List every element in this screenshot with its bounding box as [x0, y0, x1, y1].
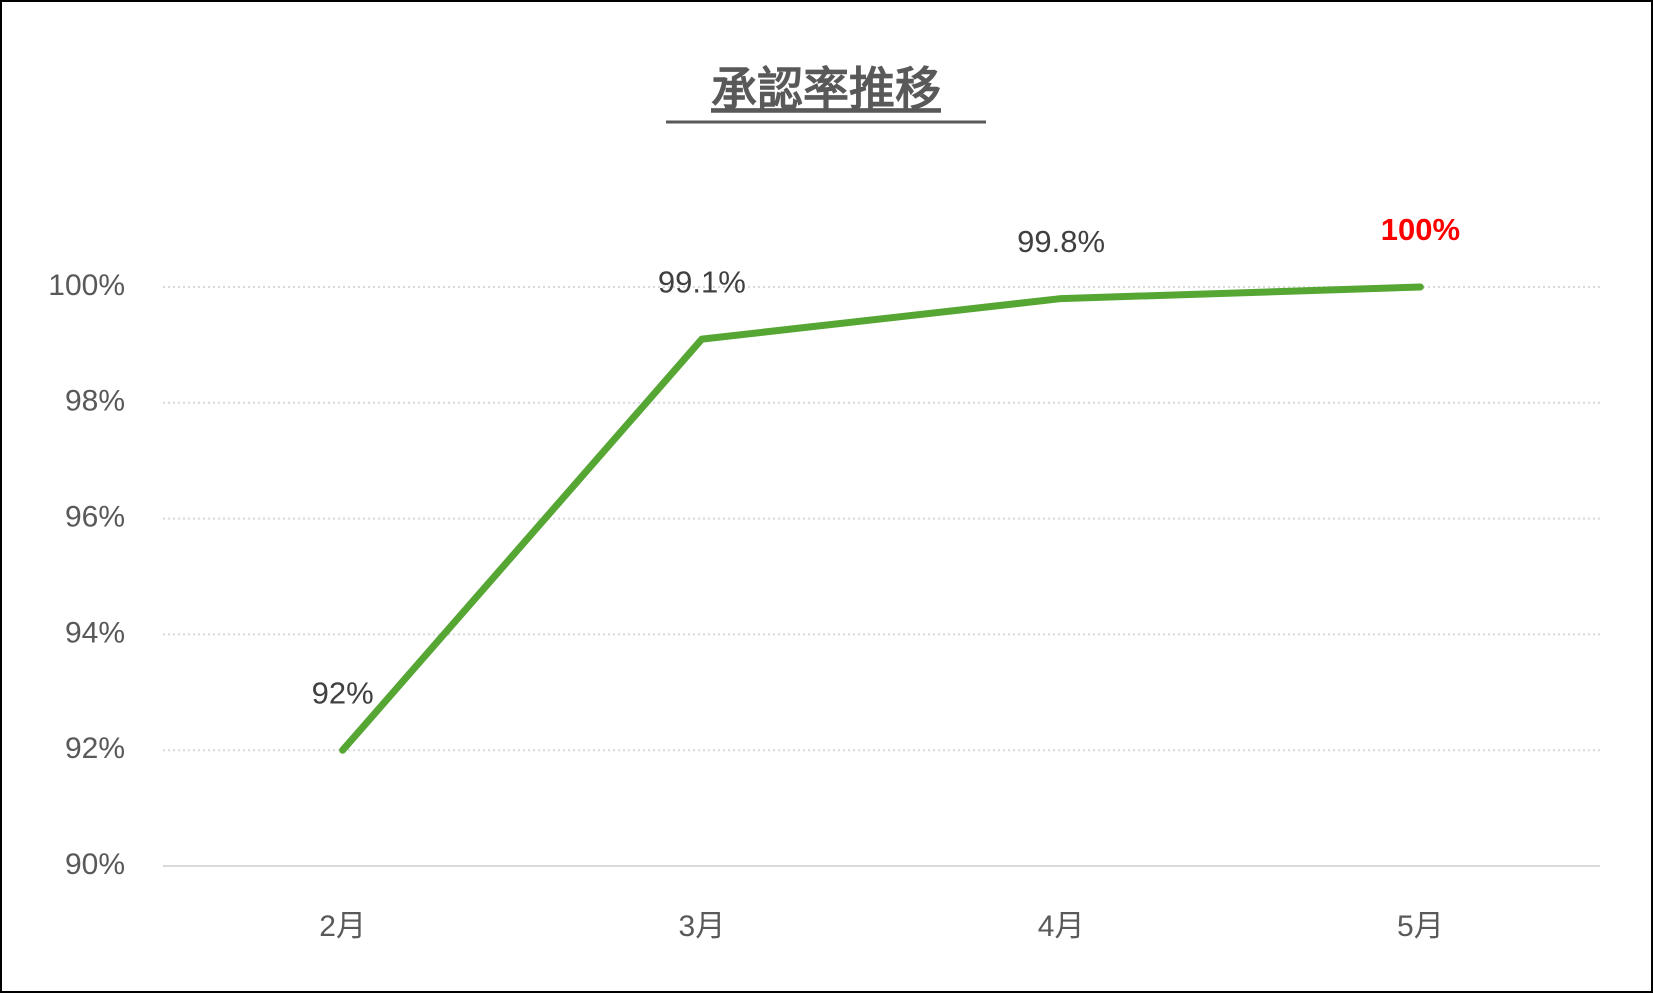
x-tick-label: 2月 [319, 910, 366, 943]
y-tick-label: 90% [65, 848, 125, 881]
data-line [339, 283, 1424, 754]
data-label: 92% [312, 675, 374, 710]
y-tick-label: 100% [48, 269, 125, 302]
y-tick-label: 96% [65, 501, 125, 534]
x-tick-label: 3月 [679, 910, 726, 943]
y-tick-label: 94% [65, 616, 125, 649]
y-tick-label: 98% [65, 385, 125, 418]
data-label: 99.8% [1017, 224, 1105, 259]
data-label: 99.1% [658, 264, 746, 299]
chart-title: 承認率推移 [711, 63, 941, 115]
data-label: 100% [1381, 212, 1460, 247]
x-tick-label: 5月 [1397, 910, 1444, 943]
x-tick-label: 4月 [1038, 910, 1085, 943]
y-tick-label: 92% [65, 732, 125, 765]
